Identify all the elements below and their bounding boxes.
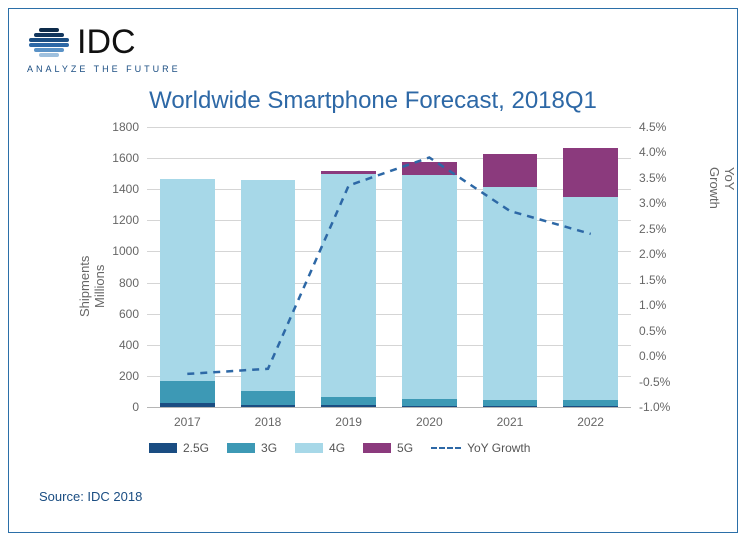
ytick-right: -0.5% <box>639 375 670 389</box>
legend-YoY Growth: YoY Growth <box>431 441 530 455</box>
source-text: Source: IDC 2018 <box>39 489 142 504</box>
xtick: 2022 <box>550 415 631 429</box>
y-axis-right-ticks: -1.0%-0.5%0.0%0.5%1.0%1.5%2.0%2.5%3.0%3.… <box>639 127 689 407</box>
ytick-left: 600 <box>119 307 139 321</box>
ytick-right: 1.0% <box>639 298 666 312</box>
chart-title: Worldwide Smartphone Forecast, 2018Q1 <box>9 87 737 115</box>
idc-logo: IDC ANALYZE THE FUTURE <box>27 23 181 74</box>
ytick-right: 0.5% <box>639 324 666 338</box>
yoy-line <box>147 127 631 407</box>
ytick-left: 1800 <box>112 120 139 134</box>
ytick-left: 0 <box>132 400 139 414</box>
ytick-right: 4.0% <box>639 145 666 159</box>
ytick-left: 200 <box>119 369 139 383</box>
xtick: 2018 <box>228 415 309 429</box>
x-axis-labels: 201720182019202020212022 <box>147 415 631 429</box>
ytick-left: 400 <box>119 338 139 352</box>
y-axis-right-label: YoY Growth <box>707 167 737 217</box>
xtick: 2019 <box>308 415 389 429</box>
xtick: 2020 <box>389 415 470 429</box>
ytick-left: 1600 <box>112 151 139 165</box>
ytick-right: 2.0% <box>639 247 666 261</box>
ytick-left: 800 <box>119 276 139 290</box>
ytick-right: 3.0% <box>639 196 666 210</box>
ytick-left: 1000 <box>112 244 139 258</box>
logo-tagline: ANALYZE THE FUTURE <box>27 64 181 74</box>
chart-plot-area <box>147 127 631 407</box>
y-axis-left-ticks: 020040060080010001200140016001800 <box>99 127 139 407</box>
ytick-right: -1.0% <box>639 400 670 414</box>
ytick-right: 2.5% <box>639 222 666 236</box>
legend-5G: 5G <box>363 441 413 455</box>
ytick-right: 3.5% <box>639 171 666 185</box>
ytick-right: 4.5% <box>639 120 666 134</box>
legend-3G: 3G <box>227 441 277 455</box>
xtick: 2021 <box>470 415 551 429</box>
logo-icon <box>27 25 71 61</box>
ytick-left: 1200 <box>112 213 139 227</box>
xtick: 2017 <box>147 415 228 429</box>
ytick-right: 1.5% <box>639 273 666 287</box>
logo-text: IDC <box>77 23 136 62</box>
ytick-right: 0.0% <box>639 349 666 363</box>
chart-legend: 2.5G 3G 4G 5G YoY Growth <box>149 441 530 455</box>
ytick-left: 1400 <box>112 182 139 196</box>
chart-card: IDC ANALYZE THE FUTURE Worldwide Smartph… <box>8 8 738 533</box>
legend-4G: 4G <box>295 441 345 455</box>
legend-2.5G: 2.5G <box>149 441 209 455</box>
